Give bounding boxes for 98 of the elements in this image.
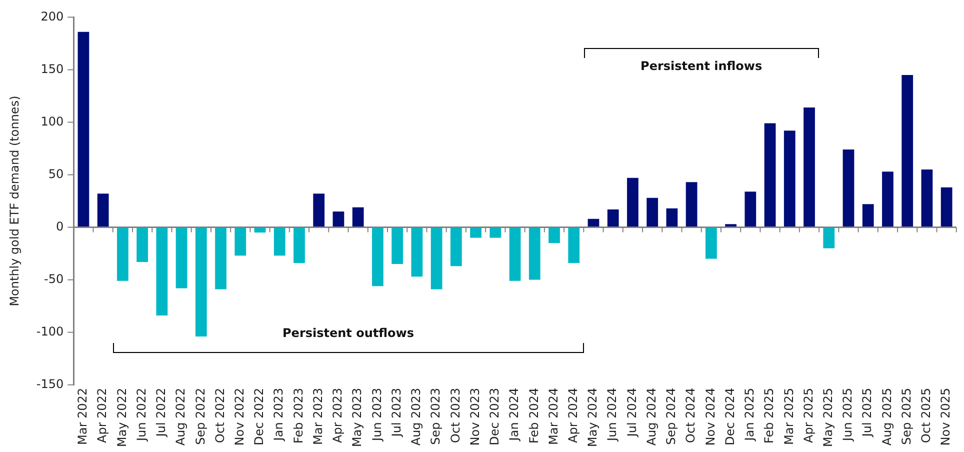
x-tick-label: May 2025 bbox=[821, 388, 836, 448]
bar bbox=[332, 212, 344, 228]
x-tick-label: Feb 2024 bbox=[526, 388, 541, 444]
y-axis-title: Monthly gold ETF demand (tonnes) bbox=[7, 96, 22, 306]
bar bbox=[686, 182, 698, 228]
y-tick-label: 50 bbox=[48, 166, 64, 181]
bar bbox=[136, 227, 148, 262]
x-tick-label: Mar 2022 bbox=[76, 388, 90, 445]
x-tick-label: Nov 2022 bbox=[232, 388, 246, 446]
bar bbox=[116, 227, 128, 281]
y-tick-label: -150 bbox=[36, 376, 64, 391]
y-tick-label: 0 bbox=[56, 219, 64, 234]
x-tick-label: Jun 2022 bbox=[134, 388, 148, 442]
x-tick-label: Aug 2023 bbox=[409, 388, 424, 446]
x-tick-label: Aug 2025 bbox=[880, 388, 894, 446]
x-tick-label: Oct 2025 bbox=[919, 388, 934, 443]
bar bbox=[156, 227, 168, 316]
y-tick-label: 150 bbox=[40, 62, 64, 76]
bar bbox=[705, 227, 717, 259]
x-tick-label: Apr 2022 bbox=[95, 388, 110, 443]
bar bbox=[744, 192, 756, 228]
y-tick-label: 200 bbox=[40, 9, 64, 24]
bar bbox=[627, 178, 638, 228]
x-tick-label: Mar 2024 bbox=[546, 388, 560, 445]
annotation: Persistent outflows bbox=[282, 326, 415, 340]
x-tick-label: Aug 2022 bbox=[174, 388, 188, 446]
bar bbox=[78, 32, 90, 228]
bar bbox=[294, 227, 305, 263]
bar bbox=[450, 227, 462, 266]
bar bbox=[313, 194, 325, 228]
bar bbox=[842, 150, 854, 228]
x-tick-label: Jul 2023 bbox=[389, 388, 404, 438]
x-tick-label: Dec 2023 bbox=[488, 388, 502, 446]
bar bbox=[646, 198, 658, 228]
x-tick-label: Mar 2023 bbox=[310, 388, 325, 445]
bar bbox=[921, 170, 933, 228]
bar bbox=[411, 227, 423, 277]
bar bbox=[607, 209, 619, 228]
x-tick-label: Sep 2022 bbox=[193, 388, 208, 445]
x-tick-label: Jul 2024 bbox=[624, 388, 639, 438]
x-tick-label: Jan 2023 bbox=[272, 388, 286, 442]
bar bbox=[784, 130, 796, 228]
bar bbox=[97, 194, 109, 228]
x-tick-label: Jul 2022 bbox=[154, 388, 168, 438]
bar bbox=[528, 227, 540, 280]
x-tick-label: Oct 2023 bbox=[448, 388, 462, 443]
x-tick-label: May 2024 bbox=[586, 388, 600, 448]
bar bbox=[902, 74, 914, 228]
x-tick-label: Jun 2024 bbox=[605, 388, 620, 442]
x-tick-label: Apr 2025 bbox=[801, 388, 816, 443]
bar bbox=[352, 207, 364, 228]
bar bbox=[195, 227, 207, 337]
x-tick-label: Oct 2022 bbox=[212, 388, 227, 443]
x-tick-label: Sep 2024 bbox=[664, 388, 678, 445]
x-tick-label: Sep 2023 bbox=[428, 388, 443, 445]
bar bbox=[940, 187, 952, 228]
x-tick-label: Feb 2023 bbox=[291, 388, 306, 444]
bar bbox=[509, 227, 521, 281]
bar bbox=[548, 227, 560, 244]
bar bbox=[470, 227, 482, 238]
x-tick-label: Apr 2023 bbox=[330, 388, 345, 443]
x-tick-label: Dec 2022 bbox=[252, 388, 266, 446]
bar bbox=[430, 227, 442, 290]
x-tick-label: May 2023 bbox=[350, 388, 364, 448]
x-tick-label: Sep 2025 bbox=[899, 388, 914, 445]
x-tick-label: Nov 2024 bbox=[703, 388, 718, 446]
x-tick-label: Oct 2024 bbox=[684, 388, 698, 443]
x-tick-label: Jan 2024 bbox=[507, 388, 522, 442]
bar bbox=[568, 227, 580, 263]
x-tick-label: Dec 2024 bbox=[722, 388, 737, 446]
x-tick-label: Jan 2025 bbox=[742, 388, 757, 442]
x-tick-label: Apr 2024 bbox=[566, 388, 580, 443]
bar bbox=[764, 123, 776, 228]
bar bbox=[862, 204, 874, 228]
bar bbox=[372, 227, 384, 286]
x-tick-label: Mar 2025 bbox=[782, 388, 796, 445]
bar bbox=[274, 227, 286, 256]
bar bbox=[392, 227, 403, 264]
x-tick-label: May 2022 bbox=[114, 388, 129, 448]
bar bbox=[234, 227, 246, 256]
x-tick-label: Jun 2023 bbox=[370, 388, 384, 442]
x-tick-label: Nov 2023 bbox=[468, 388, 482, 446]
bar bbox=[882, 172, 894, 228]
bar bbox=[176, 227, 188, 288]
y-tick-label: -100 bbox=[36, 324, 64, 338]
x-tick-label: Jun 2025 bbox=[840, 388, 855, 442]
bar bbox=[666, 208, 678, 228]
y-tick-label: -50 bbox=[44, 272, 64, 286]
x-tick-label: Aug 2024 bbox=[644, 388, 658, 446]
x-tick-label: Feb 2025 bbox=[762, 388, 776, 444]
annotation: Persistent inflows bbox=[640, 58, 764, 73]
bar bbox=[490, 227, 502, 238]
x-tick-label: Nov 2025 bbox=[938, 388, 953, 446]
x-tick-label: Jul 2025 bbox=[860, 388, 874, 438]
bar bbox=[823, 227, 835, 248]
bar bbox=[804, 108, 815, 228]
y-tick-label: 100 bbox=[40, 114, 64, 128]
bar bbox=[215, 227, 226, 290]
